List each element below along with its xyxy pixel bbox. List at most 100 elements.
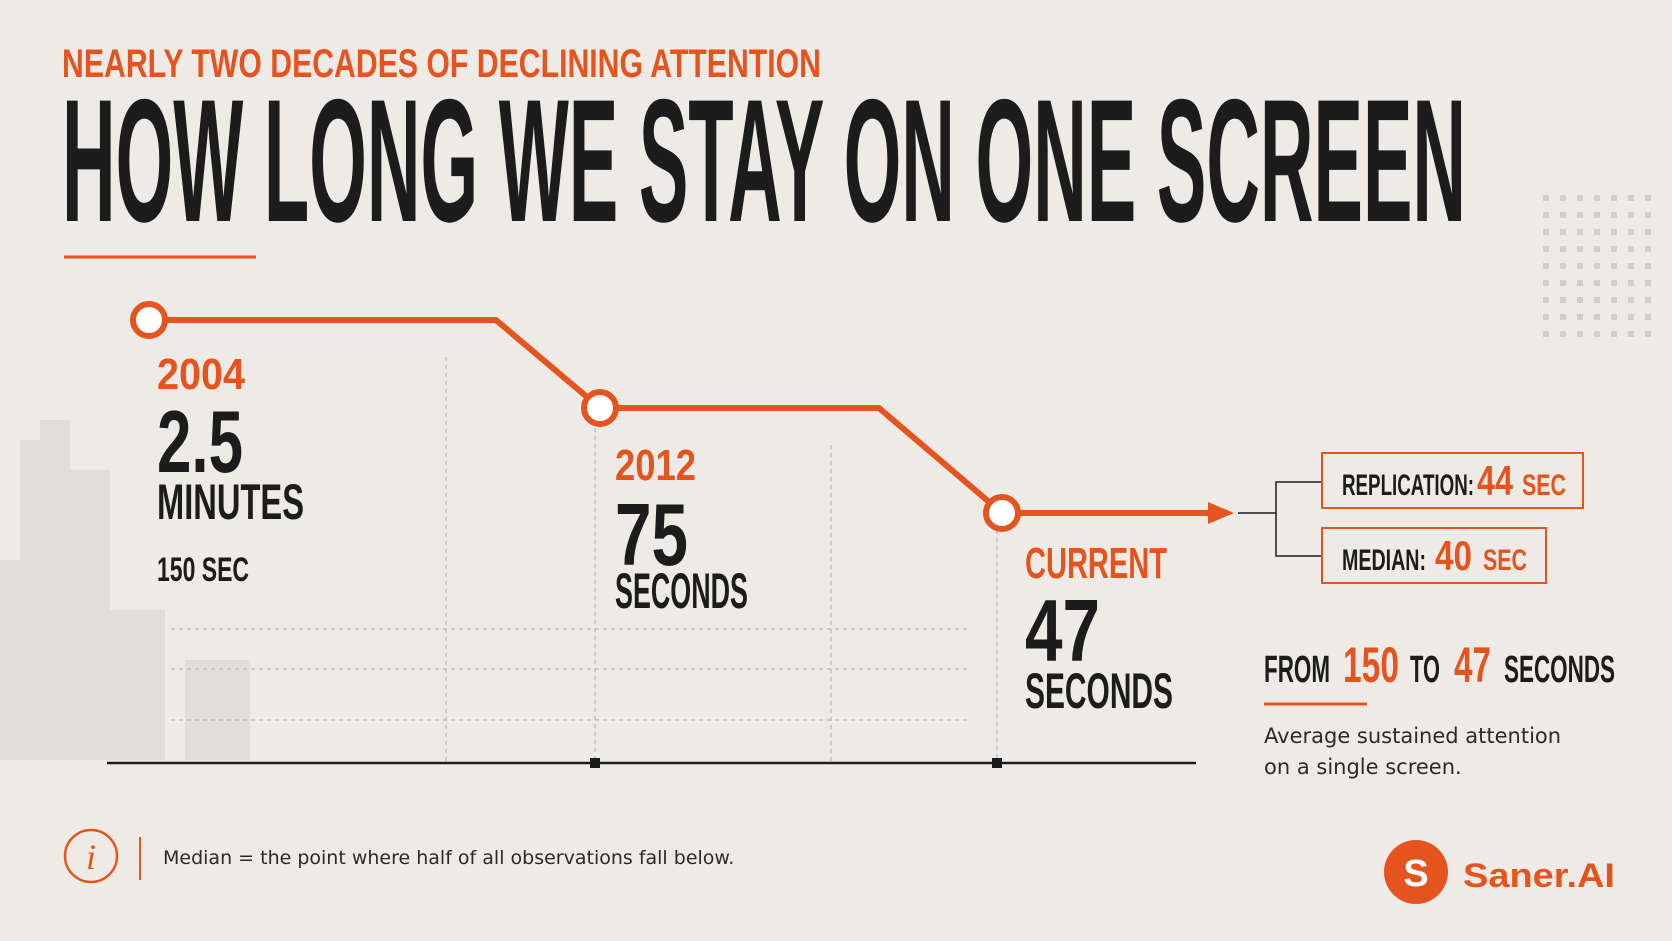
summary-description: Average sustained attention: [1264, 724, 1561, 748]
dot: [1645, 246, 1651, 252]
axis-marker: [992, 758, 1002, 768]
footnote-equals: =: [238, 847, 254, 869]
dot: [1611, 331, 1617, 337]
dot-grid: [1543, 195, 1651, 337]
dot: [1577, 212, 1583, 218]
info-icon-glyph: i: [86, 837, 96, 877]
dot: [1628, 314, 1634, 320]
brand-logo-glyph: S: [1403, 853, 1428, 895]
dot: [1543, 263, 1549, 269]
dot: [1628, 195, 1634, 201]
dot: [1560, 297, 1566, 303]
dot: [1577, 331, 1583, 337]
footnote: Median = the point where half of all obs…: [163, 847, 734, 869]
footnote-text: the point where half of all observations…: [260, 847, 734, 869]
brand-name: Saner.AI: [1463, 857, 1615, 895]
dot: [1594, 246, 1600, 252]
dot: [1645, 229, 1651, 235]
callout-value: 40: [1435, 532, 1472, 579]
title: HOW LONG WE STAY ON ONE SCREEN: [62, 64, 1466, 259]
point: [983, 494, 1021, 532]
arrow-head: [1208, 502, 1234, 524]
dot: [1577, 195, 1583, 201]
callout-unit: SEC: [1522, 469, 1566, 502]
dot: [1594, 229, 1600, 235]
milestone-label: 2012: [615, 441, 696, 490]
skyline: [0, 420, 250, 760]
dot: [1594, 297, 1600, 303]
dot: [1543, 229, 1549, 235]
dot: [1645, 297, 1651, 303]
dot: [1628, 229, 1634, 235]
dot: [1611, 280, 1617, 286]
dot: [1594, 314, 1600, 320]
dot: [1611, 246, 1617, 252]
callout-label: MEDIAN:: [1342, 544, 1426, 577]
dot: [1628, 212, 1634, 218]
callout-box: [1321, 527, 1547, 584]
milestone-label: 2004: [157, 350, 245, 399]
dot: [1577, 297, 1583, 303]
axis-marker: [590, 758, 600, 768]
dot: [1543, 246, 1549, 252]
dot: [1611, 229, 1617, 235]
callout-unit: SEC: [1483, 544, 1527, 577]
summary-word: SECONDS: [1504, 649, 1615, 691]
dot: [1543, 212, 1549, 218]
dot: [1628, 297, 1634, 303]
dot: [1645, 263, 1651, 269]
milestone-unit: SECONDS: [1025, 663, 1173, 719]
summary-word: TO: [1410, 649, 1440, 691]
dot: [1594, 263, 1600, 269]
dot: [1645, 314, 1651, 320]
milestone-value: 47: [1025, 581, 1100, 680]
dot: [1577, 246, 1583, 252]
dot: [1560, 212, 1566, 218]
summary-number: 150: [1343, 637, 1399, 693]
dot: [1628, 246, 1634, 252]
dot: [1645, 331, 1651, 337]
dot: [1645, 280, 1651, 286]
summary-number: 47: [1454, 637, 1491, 693]
footnote-term: Median: [163, 847, 232, 869]
point: [130, 301, 168, 339]
dot: [1577, 229, 1583, 235]
dot: [1560, 280, 1566, 286]
callout-box: [1321, 452, 1584, 509]
milestone-value: 2.5: [157, 392, 243, 491]
dot: [1543, 280, 1549, 286]
dot: [1628, 280, 1634, 286]
dot: [1560, 331, 1566, 337]
dot: [1611, 297, 1617, 303]
dot: [1594, 331, 1600, 337]
dot: [1560, 195, 1566, 201]
dot: [1577, 314, 1583, 320]
milestone-value: 75: [615, 485, 688, 584]
dot: [1611, 314, 1617, 320]
kicker: NEARLY TWO DECADES OF DECLINING ATTENTIO…: [62, 42, 821, 86]
dot: [1645, 212, 1651, 218]
dot: [1577, 263, 1583, 269]
dot: [1543, 331, 1549, 337]
dot: [1611, 263, 1617, 269]
dot: [1560, 314, 1566, 320]
info-icon: [63, 828, 119, 884]
dot: [1594, 280, 1600, 286]
brand-logo: [1384, 840, 1448, 904]
dot: [1543, 297, 1549, 303]
dot: [1645, 195, 1651, 201]
dot: [1594, 212, 1600, 218]
dot: [1543, 314, 1549, 320]
summary-word: FROM: [1264, 649, 1330, 691]
dot: [1594, 195, 1600, 201]
milestone-note: 150 SEC: [157, 551, 249, 589]
point: [581, 389, 619, 427]
milestone-label: CURRENT: [1025, 539, 1167, 588]
callout-value: 44: [1477, 457, 1513, 504]
dot: [1628, 263, 1634, 269]
guides: [171, 357, 998, 763]
dot: [1560, 246, 1566, 252]
trend-line: [149, 317, 1212, 516]
